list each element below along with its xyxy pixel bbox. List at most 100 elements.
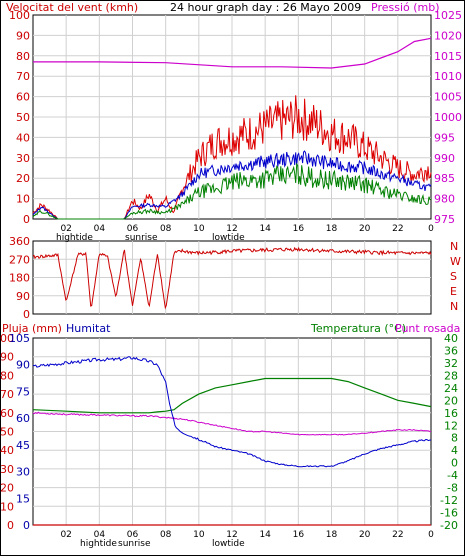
pressure-line	[33, 37, 432, 69]
p3-y-right-tick: 0	[451, 457, 458, 470]
humidity-line	[32, 356, 432, 468]
p3-y-right-tick: 16	[444, 407, 458, 420]
p3-y-left-tick: 20	[0, 482, 14, 495]
p1-x-tick: 16	[293, 224, 305, 234]
p1-y-right-tick: 975	[434, 213, 455, 226]
p3-y-right-tick: 40	[444, 332, 458, 345]
p1-y-right-tick: 990	[434, 152, 455, 165]
p1-y-right-tick: 1015	[434, 50, 462, 63]
pressure-title: Pressió (mb)	[371, 1, 440, 14]
p3-label-sunrise: sunrise	[118, 539, 151, 549]
p3-y-left2-tick: 105	[9, 332, 30, 345]
p1-y-left-tick: 40	[16, 131, 30, 144]
dir-letter-n1: N	[450, 240, 458, 253]
p3-y-left-tick: 60	[0, 407, 14, 420]
p1-y-right-tick: 1025	[434, 9, 462, 22]
dir-letter-n2: N	[450, 300, 458, 313]
p3-y-left-tick: 70	[0, 388, 14, 401]
p3-x-tick: 06	[127, 530, 139, 540]
p1-y-right-tick: 1005	[434, 91, 462, 104]
grid-lines	[33, 15, 431, 525]
p2-y-left-tick: 180	[9, 272, 30, 285]
p1-y-left-tick: 80	[16, 50, 30, 63]
p3-y-right-tick: 32	[444, 357, 458, 370]
tick-labels: 0102030405060708090100975980985990995100…	[0, 9, 462, 540]
p1-x-tick: 12	[226, 224, 237, 234]
p3-x-tick: 14	[259, 530, 271, 540]
p1-label-hightide: hightide	[56, 233, 93, 243]
p3-y-left-tick: 50	[0, 426, 14, 439]
p1-y-left-tick: 90	[16, 29, 30, 42]
dir-letter-w: W	[450, 255, 461, 268]
p2-y-left-tick: 360	[9, 235, 30, 248]
p3-y-right-tick: 4	[451, 444, 458, 457]
p3-x-tick: 0	[428, 530, 434, 540]
p1-label-lowtide: lowtide	[212, 233, 245, 243]
dewpoint-line	[32, 411, 432, 436]
p1-x-tick: 18	[326, 224, 338, 234]
p3-y-right-tick: 12	[444, 419, 458, 432]
p3-y-left-tick: 100	[0, 332, 14, 345]
wind-speed-title: Velocitat del vent (kmh)	[6, 1, 138, 14]
p3-y-left-tick: 30	[0, 463, 14, 476]
p3-x-tick: 02	[60, 530, 71, 540]
p1-y-left-tick: 10	[16, 193, 30, 206]
p1-x-tick: 08	[160, 224, 172, 234]
series-layer	[32, 37, 432, 526]
p1-x-tick: 06	[127, 224, 139, 234]
p3-y-right-tick: -12	[440, 494, 458, 507]
p3-y-left-tick: 10	[0, 500, 14, 513]
p3-x-tick: 16	[293, 530, 305, 540]
p1-y-left-tick: 30	[16, 152, 30, 165]
p1-y-right-tick: 995	[434, 131, 455, 144]
p3-x-tick: 12	[226, 530, 237, 540]
p1-y-left-tick: 50	[16, 111, 30, 124]
p1-y-right-tick: 1020	[434, 29, 462, 42]
p3-y-left2-tick: 60	[16, 412, 30, 425]
p3-y-right-tick: 28	[444, 369, 458, 382]
p3-y-right-tick: 8	[451, 432, 458, 445]
p3-x-tick: 04	[94, 530, 106, 540]
rain-title: Pluja (mm)	[2, 322, 62, 335]
p1-y-left-tick: 100	[9, 9, 30, 22]
p3-y-left2-tick: 90	[16, 359, 30, 372]
wind-direction-line	[32, 246, 432, 310]
p1-x-tick: 22	[392, 224, 403, 234]
p1-x-tick: 14	[259, 224, 271, 234]
p1-y-left-tick: 70	[16, 70, 30, 83]
p3-y-left-tick: 40	[0, 444, 14, 457]
p3-y-right-tick: -16	[440, 507, 458, 520]
p1-x-tick: 04	[94, 224, 106, 234]
dir-letter-e: E	[450, 285, 457, 298]
dir-letter-s: S	[450, 270, 457, 283]
p3-y-left2-tick: 75	[16, 385, 30, 398]
p3-x-tick: 10	[193, 530, 205, 540]
p3-y-left2-tick: 45	[16, 439, 30, 452]
p3-y-left2-tick: 30	[16, 466, 30, 479]
p2-y-left-tick: 0	[23, 308, 30, 321]
p3-x-tick: 20	[359, 530, 371, 540]
p1-y-right-tick: 1000	[434, 111, 462, 124]
dewpoint-title: Punt rosada	[395, 322, 460, 335]
p1-y-right-tick: 980	[434, 193, 455, 206]
p1-x-tick: 20	[359, 224, 371, 234]
p3-y-left-tick: 0	[7, 519, 14, 532]
p1-y-left-tick: 20	[16, 172, 30, 185]
p3-y-right-tick: -4	[447, 469, 458, 482]
p3-y-right-tick: 20	[444, 394, 458, 407]
p3-y-left-tick: 90	[0, 351, 14, 364]
main-title: 24 hour graph day : 26 Mayo 2009	[170, 1, 361, 14]
p1-x-tick: 02	[60, 224, 71, 234]
p1-label-sunrise: sunrise	[125, 233, 158, 243]
p1-y-right-tick: 1010	[434, 70, 462, 83]
p1-y-right-tick: 985	[434, 172, 455, 185]
p3-x-tick: 08	[160, 530, 172, 540]
p2-y-left-tick: 90	[16, 290, 30, 303]
p1-y-left-tick: 60	[16, 91, 30, 104]
p1-x-tick: 10	[193, 224, 205, 234]
p3-label-hightide: hightide	[80, 539, 117, 549]
p3-y-left2-tick: 0	[23, 519, 30, 532]
p3-y-right-tick: -8	[447, 482, 458, 495]
